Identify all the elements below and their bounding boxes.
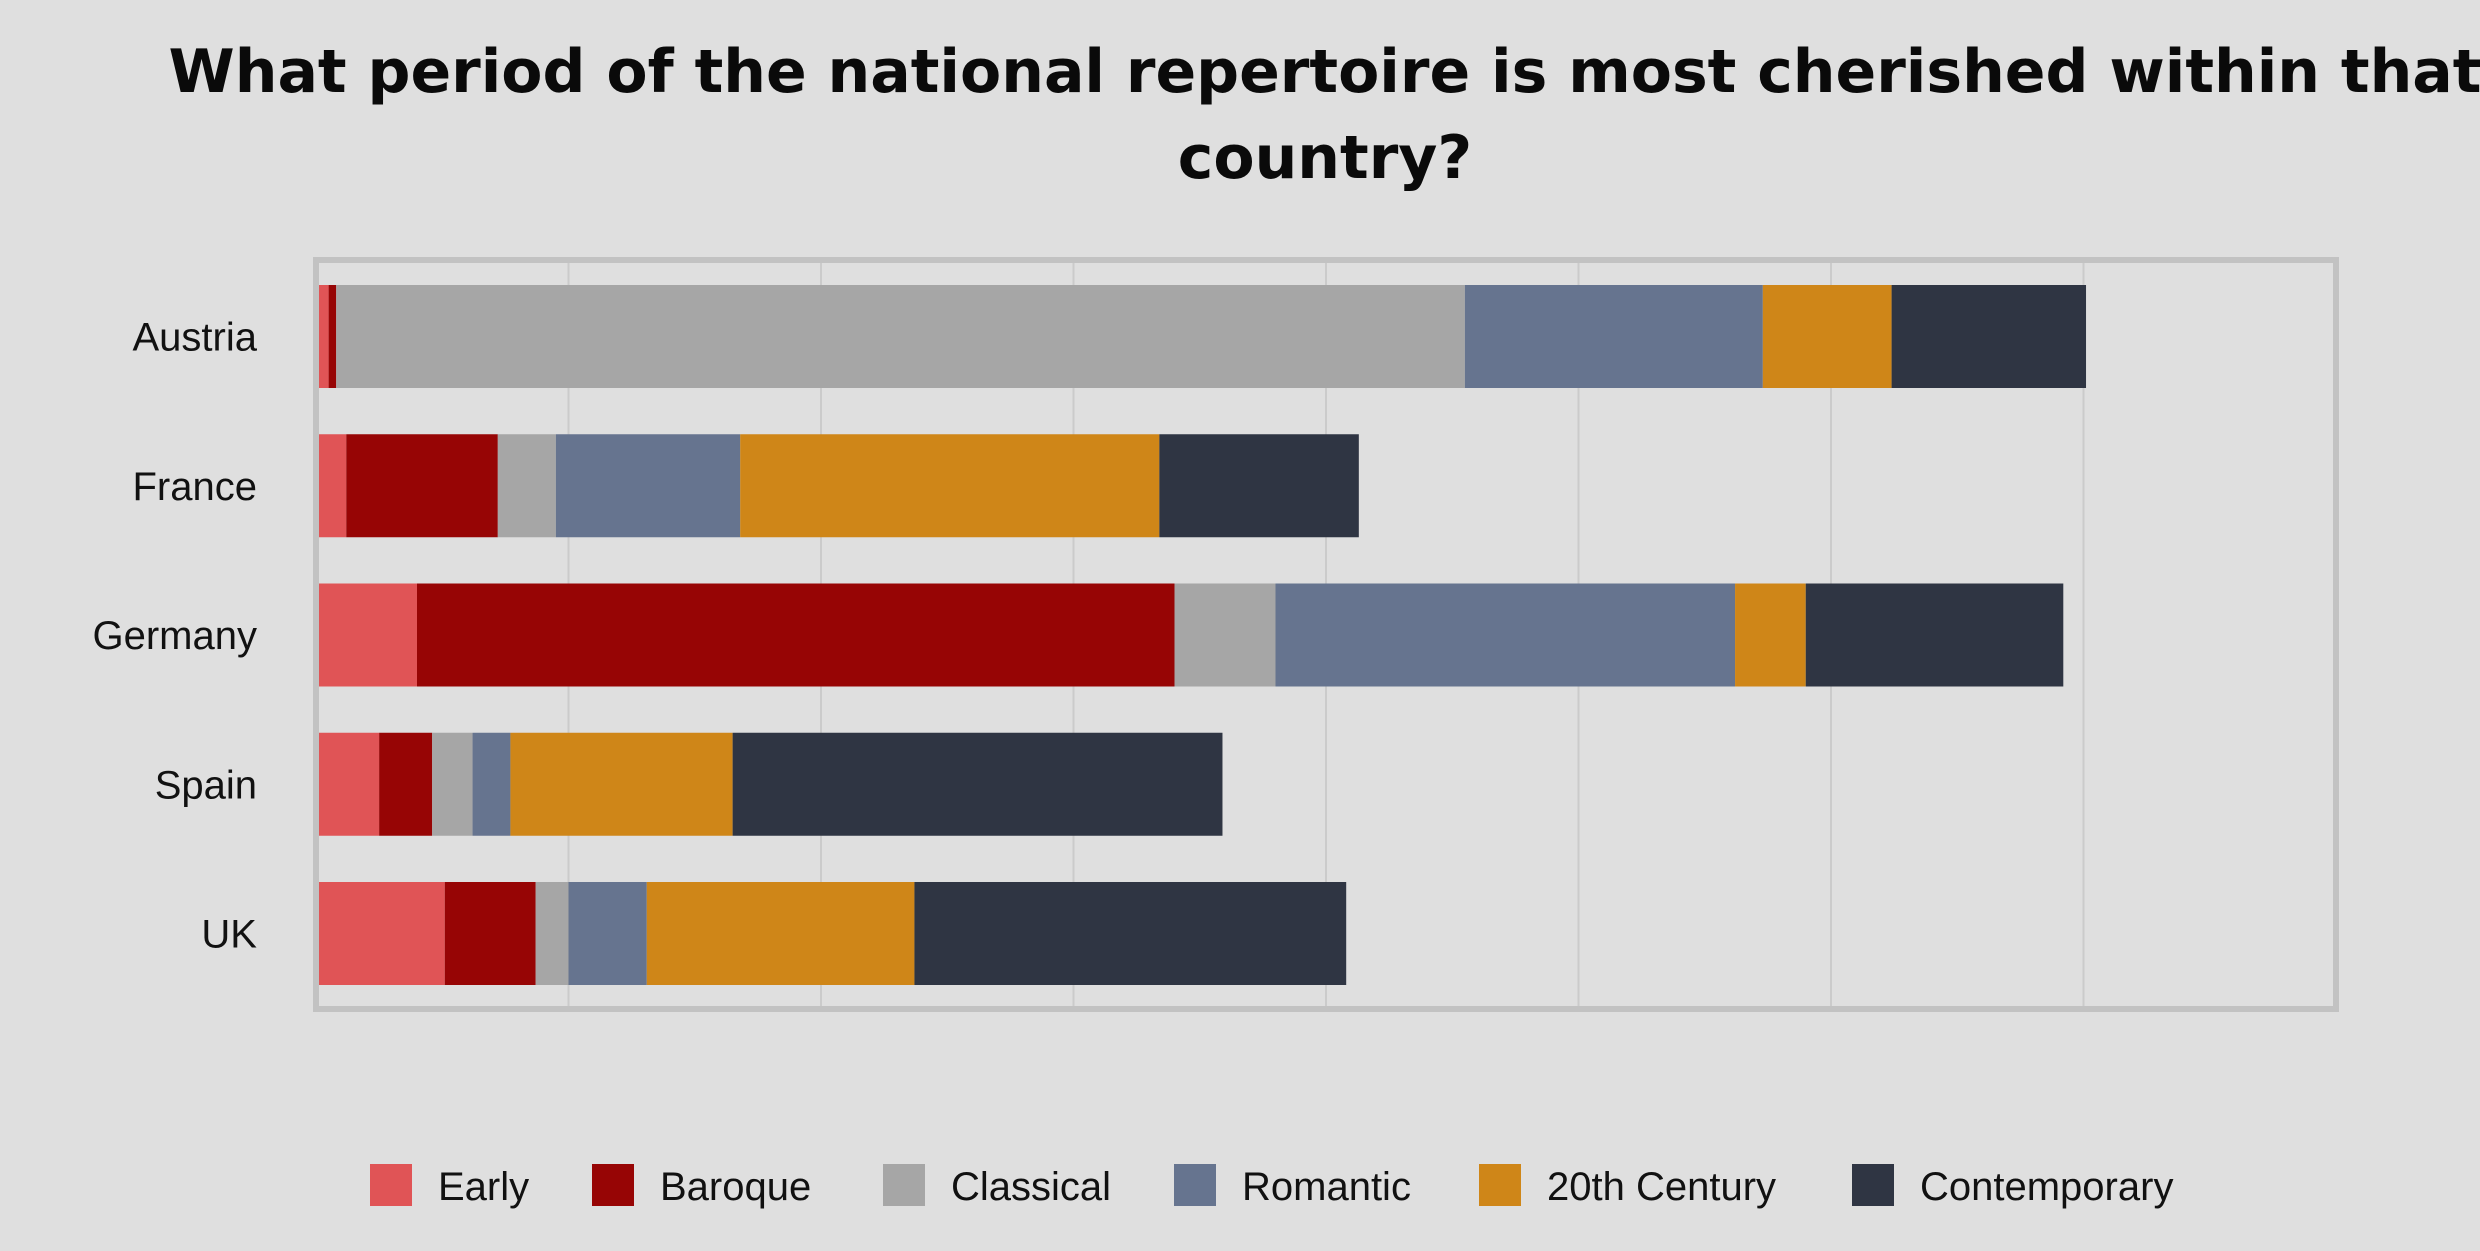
category-axis: Austria France Germany Spain UK bbox=[93, 316, 258, 957]
legend-swatch-classical bbox=[883, 1164, 925, 1206]
legend-label-classical: Classical bbox=[951, 1165, 1111, 1209]
legend-label-early: Early bbox=[438, 1165, 529, 1209]
bar-france-baroque bbox=[346, 434, 498, 538]
bar-germany-early bbox=[316, 583, 417, 687]
bar-france-early bbox=[316, 434, 347, 538]
bar-uk-classical bbox=[535, 882, 569, 985]
bar-uk-early bbox=[316, 882, 445, 985]
bar-germany-baroque bbox=[417, 583, 1175, 687]
chart-title: What period of the national repertoire i… bbox=[169, 37, 2480, 193]
bar-austria-baroque bbox=[328, 285, 337, 388]
bar-austria-early bbox=[316, 285, 329, 388]
legend-label-baroque: Baroque bbox=[660, 1165, 811, 1209]
bar-uk-contemporary bbox=[914, 882, 1347, 985]
bar-uk-romantic bbox=[568, 882, 647, 985]
plot-frame bbox=[313, 257, 2339, 1012]
legend-swatch-contemporary bbox=[1852, 1164, 1894, 1206]
category-label-spain: Spain bbox=[155, 763, 257, 807]
bar-france-20th-century bbox=[740, 434, 1160, 538]
bar-austria-20th-century bbox=[1762, 285, 1892, 388]
legend-label-contemporary: Contemporary bbox=[1920, 1165, 2173, 1209]
bar-uk-20th-century bbox=[646, 882, 915, 985]
bar-uk-baroque bbox=[444, 882, 536, 985]
legend-swatch-romantic bbox=[1174, 1164, 1216, 1206]
bar-france-contemporary bbox=[1159, 434, 1359, 538]
legend-label-20th-century: 20th Century bbox=[1547, 1165, 1776, 1209]
category-label-austria: Austria bbox=[133, 316, 258, 360]
bar-austria-contemporary bbox=[1891, 285, 2087, 388]
legend-swatch-20th-century bbox=[1479, 1164, 1521, 1206]
bar-austria-classical bbox=[336, 285, 1465, 388]
bar-spain-baroque bbox=[379, 732, 433, 836]
bar-germany-romantic bbox=[1275, 583, 1736, 687]
bar-austria-romantic bbox=[1464, 285, 1763, 388]
bar-france-classical bbox=[497, 434, 556, 538]
bar-spain-classical bbox=[432, 732, 473, 836]
bar-spain-romantic bbox=[472, 732, 511, 836]
bar-germany-contemporary bbox=[1805, 583, 2064, 687]
legend-swatch-early bbox=[370, 1164, 412, 1206]
legend-swatch-baroque bbox=[592, 1164, 634, 1206]
category-label-france: France bbox=[133, 465, 258, 509]
legend: Early Baroque Classical Romantic 20th Centur… bbox=[370, 1164, 2173, 1209]
legend-label-romantic: Romantic bbox=[1242, 1165, 1411, 1209]
category-label-germany: Germany bbox=[93, 614, 258, 658]
bars bbox=[316, 285, 2087, 985]
bar-germany-20th-century bbox=[1735, 583, 1806, 687]
bar-spain-contemporary bbox=[732, 732, 1223, 836]
bar-spain-early bbox=[316, 732, 380, 836]
bar-germany-classical bbox=[1174, 583, 1276, 687]
category-label-uk: UK bbox=[201, 913, 257, 957]
bar-spain-20th-century bbox=[510, 732, 733, 836]
bar-france-romantic bbox=[555, 434, 741, 538]
